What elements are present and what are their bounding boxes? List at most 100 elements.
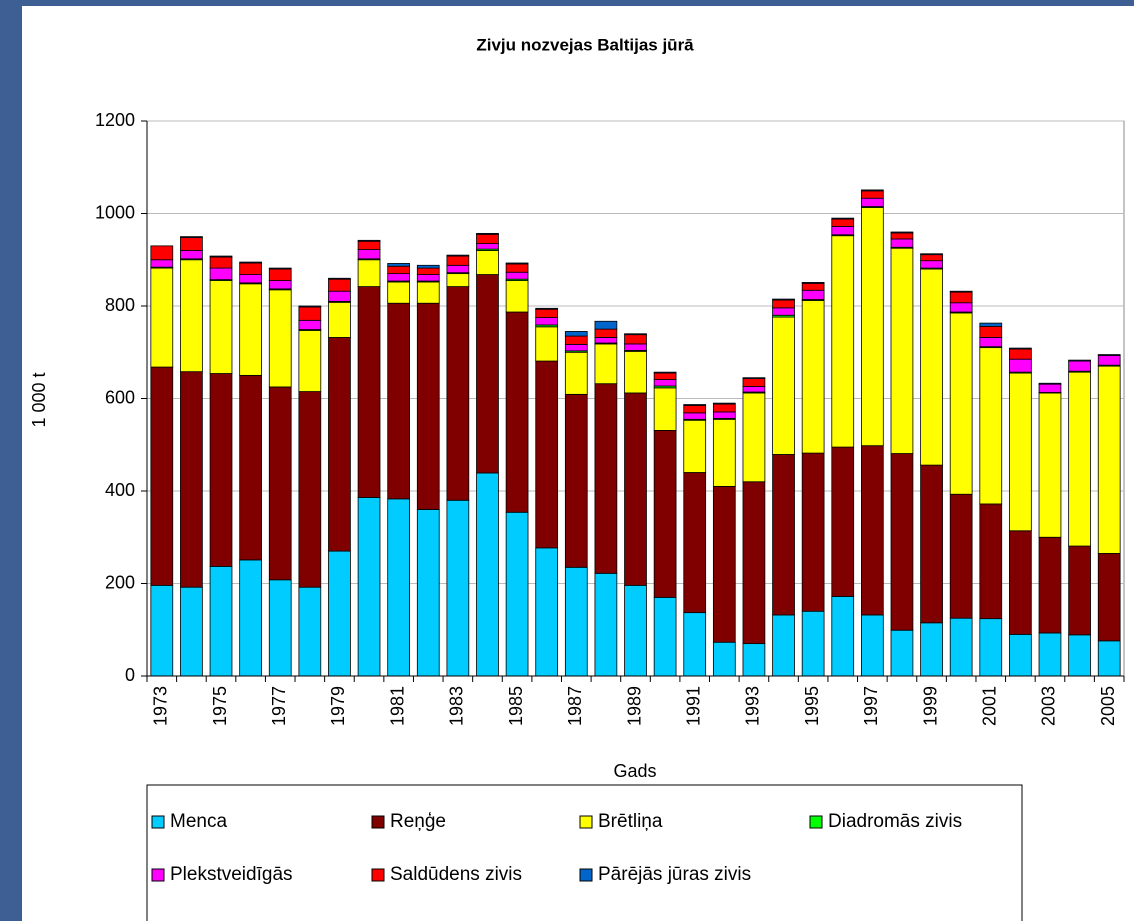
bar-segment: [860, 614, 884, 677]
legend-swatch: [579, 868, 593, 882]
legend-swatch: [579, 815, 593, 829]
bar-segment: [860, 189, 884, 192]
bar-segment: [860, 197, 884, 207]
bar-segment: [1068, 545, 1091, 636]
bar-segment: [920, 268, 943, 466]
bar-segment: [387, 498, 411, 677]
bar-segment: [446, 286, 470, 501]
bar-segment: [476, 274, 499, 474]
bar-segment: [683, 419, 707, 473]
bar-segment: [653, 372, 677, 380]
bar-segment: [268, 386, 292, 581]
bar-segment: [328, 550, 351, 677]
x-tick-label: 1977: [269, 686, 289, 726]
bar-segment: [624, 333, 647, 336]
bar-segment: [150, 245, 174, 261]
bar-segment: [535, 308, 559, 318]
bar-segment: [653, 371, 677, 374]
x-tick-label: 1993: [743, 686, 763, 726]
bar-segment: [1009, 347, 1032, 350]
bar-segment: [180, 259, 203, 373]
bar-segment: [416, 509, 440, 677]
x-tick-label: 1985: [506, 686, 526, 726]
bar-segment: [446, 273, 470, 287]
bar-segment: [860, 445, 884, 616]
bar-segment: [180, 371, 203, 588]
bar-segment: [860, 207, 884, 447]
x-tick-label: 1999: [920, 686, 940, 726]
bar-segment: [594, 343, 618, 385]
y-tick-label: 200: [105, 572, 135, 592]
bar-segment: [594, 337, 618, 344]
bar-segment: [505, 311, 529, 513]
bar-segment: [387, 302, 411, 500]
legend-label: Plekstveidīgās: [170, 864, 293, 885]
bar-segment: [476, 243, 499, 250]
bar-segment: [150, 366, 174, 586]
bar-segment: [476, 233, 499, 244]
bar-segment: [920, 253, 943, 256]
bar-segment: [831, 226, 855, 236]
bar-segment: [239, 374, 262, 561]
x-tick-label: 1981: [387, 686, 407, 726]
legend-label: Pārējās jūras zivis: [598, 864, 751, 885]
legend-swatch: [151, 868, 165, 882]
bar-segment: [1097, 365, 1121, 554]
bar-segment: [920, 464, 943, 624]
bar-segment: [535, 326, 559, 362]
bar-segment: [387, 281, 411, 304]
x-tick-label: 1983: [447, 686, 467, 726]
bar-segment: [268, 579, 292, 677]
bar-segment: [357, 286, 381, 498]
bar-segment: [949, 302, 973, 313]
bar-segment: [979, 325, 1003, 338]
bar-segment: [328, 277, 351, 280]
bar-segment: [712, 411, 736, 419]
bar-segment: [653, 387, 677, 431]
bar-segment: [150, 584, 174, 677]
bar-segment: [1068, 371, 1091, 547]
bar-segment: [890, 247, 914, 454]
x-tick-label: 1973: [151, 686, 171, 726]
bar-segment: [683, 612, 707, 677]
bar-segment: [653, 596, 677, 677]
bar-segment: [239, 283, 262, 376]
chart-title: Zivju nozvejas Baltijas jūrā: [476, 35, 694, 54]
bar-segment: [949, 291, 973, 304]
bar-segment: [416, 274, 440, 282]
bar-segment: [1009, 358, 1032, 373]
bar-segment: [772, 298, 795, 301]
bar-segment: [209, 373, 233, 567]
bar-segment: [564, 343, 588, 352]
bar-segment: [1009, 530, 1032, 635]
bar-segment: [831, 596, 855, 677]
bar-segment: [387, 263, 411, 267]
bar-segment: [564, 351, 588, 395]
bar-segment: [742, 643, 766, 677]
bar-segment: [1038, 536, 1062, 634]
bar-segment: [772, 454, 795, 616]
y-tick-label: 600: [105, 387, 135, 407]
bar-segment: [594, 572, 618, 677]
bar-segment: [712, 418, 736, 487]
bar-segment: [890, 231, 914, 234]
x-tick-label: 2005: [1098, 686, 1118, 726]
bar-segment: [446, 264, 470, 274]
bar-segment: [683, 405, 707, 414]
bar-segment: [505, 262, 529, 265]
bar-segment: [920, 260, 943, 269]
x-axis-title: Gads: [613, 761, 656, 781]
bar-segment: [328, 301, 351, 338]
bar-segment: [979, 618, 1003, 677]
bar-segment: [298, 391, 322, 588]
bar-segment: [150, 259, 174, 268]
bar-segment: [357, 249, 381, 260]
legend-label: Diadromās zivis: [828, 811, 962, 832]
bar-segment: [624, 334, 647, 345]
bar-segment: [357, 259, 381, 287]
bar-segment: [712, 641, 736, 677]
bar-segment: [535, 547, 559, 677]
bar-segment: [683, 412, 707, 420]
bar-segment: [1097, 553, 1121, 642]
bar-segment: [209, 255, 233, 258]
